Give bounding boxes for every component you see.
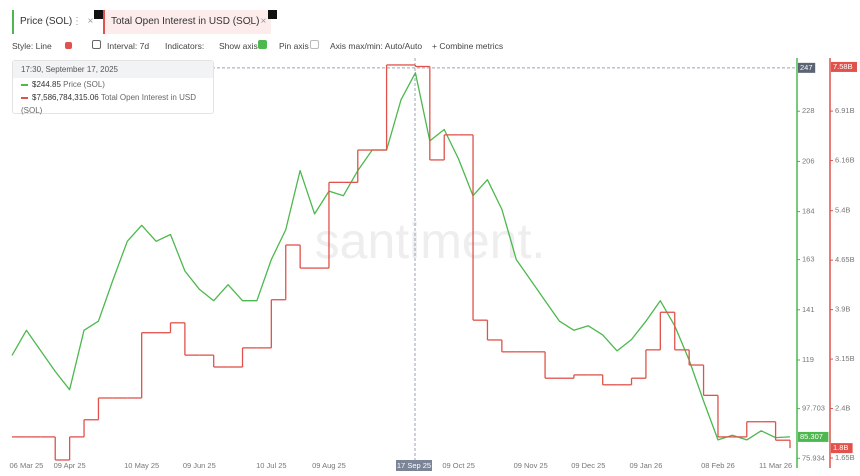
checkbox[interactable]: [258, 40, 267, 49]
crosshair-badge: [396, 460, 432, 471]
tooltip-row: $244.85 Price (SOL): [13, 78, 213, 91]
value-badge: [831, 61, 857, 72]
combine-metrics[interactable]: + Combine metrics: [432, 41, 504, 51]
menu-icon[interactable]: ⋮ ×: [245, 16, 267, 27]
style-select[interactable]: Style: Line: [12, 41, 52, 51]
y-tick-label: 206: [802, 156, 815, 165]
metric-tab[interactable]: Total Open Interest in USD (SOL) ⋮ ×: [103, 10, 277, 34]
y-tick-label: 163: [802, 255, 815, 264]
color-picker[interactable]: [65, 42, 72, 49]
watermark: santiment.: [315, 213, 546, 269]
price-line: [11, 72, 791, 441]
value-badge-label: 1.8B: [833, 443, 848, 452]
y2-tick-label: 4.65B: [835, 255, 855, 264]
y-tick-label: 228: [802, 106, 815, 115]
x-tick-label: 09 Nov 25: [514, 461, 548, 470]
y2-tick-label: 6.91B: [835, 106, 855, 115]
y-tick-label: 119: [802, 355, 814, 364]
tooltip-label: Price (SOL): [63, 80, 105, 89]
y-tick-label: 97.703: [802, 404, 825, 413]
x-tick-label: 06 Mar 25: [10, 461, 44, 470]
x-tick-label: 11 Mar 26: [759, 461, 792, 470]
pin-icon[interactable]: [268, 10, 277, 19]
value-badge-label: 7.58B: [833, 62, 853, 71]
checkbox[interactable]: [310, 40, 319, 49]
y2-tick-label: 6.16B: [835, 156, 855, 165]
tooltip-row: $7,586,784,315.06 Total Open Interest in…: [13, 91, 213, 115]
pin-icon[interactable]: [94, 10, 103, 19]
y2-tick-label: 1.65B: [835, 453, 855, 462]
indicators-select[interactable]: Indicators:: [165, 41, 205, 51]
tooltip-time: 17:30, September 17, 2025: [13, 61, 213, 78]
interval-icon: [92, 40, 101, 49]
x-tick-label: 10 May 25: [124, 461, 159, 470]
menu-icon[interactable]: ⋮ ×: [72, 16, 94, 27]
x-tick-label: 09 Oct 25: [442, 461, 475, 470]
value-badge: [831, 443, 853, 454]
x-tick-label: 08 Feb 26: [701, 461, 735, 470]
interval-select[interactable]: Interval: 7d: [107, 41, 150, 51]
tab-label: Price (SOL): [20, 16, 73, 27]
y2-tick-label: 3.15B: [835, 354, 855, 363]
value-badge-label: 247: [800, 63, 813, 72]
tooltip-value: $7,586,784,315.06: [32, 93, 99, 102]
value-badge: [798, 431, 829, 442]
x-tick-label: 09 Jun 25: [183, 461, 216, 470]
y-tick-label: 75.934: [802, 453, 825, 462]
x-tick-label: 10 Jul 25: [256, 461, 286, 470]
metric-tab[interactable]: Price (SOL) ⋮ ×: [12, 10, 104, 34]
x-tick-label: 09 Jan 26: [629, 461, 662, 470]
x-tick-label: 09 Dec 25: [571, 461, 605, 470]
y-tick-label: 141: [802, 305, 815, 314]
x-tick-label: 09 Aug 25: [312, 461, 346, 470]
value-badge: [798, 62, 816, 73]
show-axis[interactable]: Show axis: [219, 41, 258, 51]
y-tick-label: 184: [802, 207, 815, 216]
tooltip-label: Total Open Interest in USD (SOL): [21, 93, 196, 115]
x-tick-label: 09 Apr 25: [54, 461, 86, 470]
pin-axis[interactable]: Pin axis: [279, 41, 309, 51]
axis-minmax[interactable]: Axis max/min: Auto/Auto: [330, 41, 423, 51]
y2-tick-label: 3.9B: [835, 305, 850, 314]
crosshair-date: 17 Sep 25: [397, 461, 431, 470]
y2-tick-label: 5.4B: [835, 206, 850, 215]
tab-label: Total Open Interest in USD (SOL): [111, 16, 260, 27]
tooltip-value: $244.85: [32, 80, 61, 89]
y2-tick-label: 2.4B: [835, 404, 850, 413]
tooltip: 17:30, September 17, 2025 $244.85 Price …: [12, 60, 214, 115]
value-badge-label: 85.307: [800, 432, 823, 441]
